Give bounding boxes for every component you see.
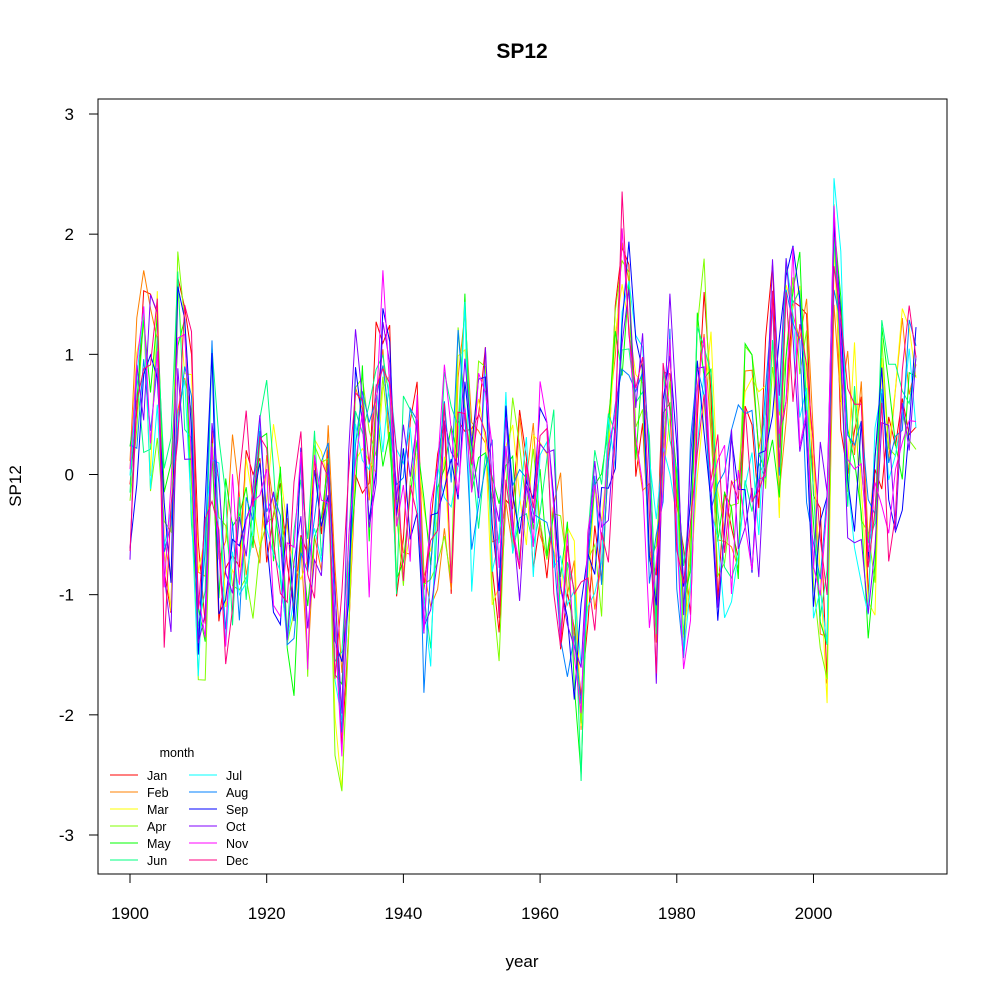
legend-label-nov: Nov xyxy=(226,837,249,851)
legend-label-mar: Mar xyxy=(147,803,169,817)
x-tick-label: 1920 xyxy=(248,904,286,923)
legend-label-jan: Jan xyxy=(147,769,167,783)
legend-label-apr: Apr xyxy=(147,820,166,834)
x-tick-label: 1980 xyxy=(658,904,696,923)
y-tick-label: 1 xyxy=(65,345,74,364)
x-tick-label: 1940 xyxy=(384,904,422,923)
y-axis: -3 -2 -1 0 1 2 3 xyxy=(59,105,99,845)
series-line-oct xyxy=(129,211,917,714)
y-tick-label: -3 xyxy=(59,826,74,845)
series-layer xyxy=(129,178,917,792)
legend-label-feb: Feb xyxy=(147,786,169,800)
y-tick-label: 3 xyxy=(65,105,74,124)
legend-label-aug: Aug xyxy=(226,786,248,800)
series-line-dec xyxy=(129,191,917,679)
legend-label-dec: Dec xyxy=(226,854,248,868)
x-axis-label: year xyxy=(505,952,538,971)
series-line-apr xyxy=(129,204,917,792)
y-tick-label: 2 xyxy=(65,225,74,244)
legend-label-may: May xyxy=(147,837,171,851)
series-line-feb xyxy=(129,242,917,730)
legend-label-jun: Jun xyxy=(147,854,167,868)
x-tick-label: 1960 xyxy=(521,904,559,923)
legend-label-jul: Jul xyxy=(226,769,242,783)
legend-label-oct: Oct xyxy=(226,820,246,834)
y-tick-label: -2 xyxy=(59,706,74,725)
y-tick-label: 0 xyxy=(65,466,74,485)
y-tick-label: -1 xyxy=(59,586,74,605)
legend: month Jan Feb Mar Apr May Jun Jul Aug Sep Oct Nov D… xyxy=(110,746,249,868)
x-tick-label: 2000 xyxy=(795,904,833,923)
x-tick-label: 1900 xyxy=(111,904,149,923)
chart-title: SP12 xyxy=(496,40,547,63)
series-line-sep xyxy=(129,224,917,700)
y-axis-label: SP12 xyxy=(6,465,25,507)
x-axis: 1900 1920 1940 1960 1980 2000 xyxy=(111,873,833,923)
series-line-may xyxy=(129,223,917,775)
legend-label-sep: Sep xyxy=(226,803,248,817)
legend-title: month xyxy=(160,746,195,760)
